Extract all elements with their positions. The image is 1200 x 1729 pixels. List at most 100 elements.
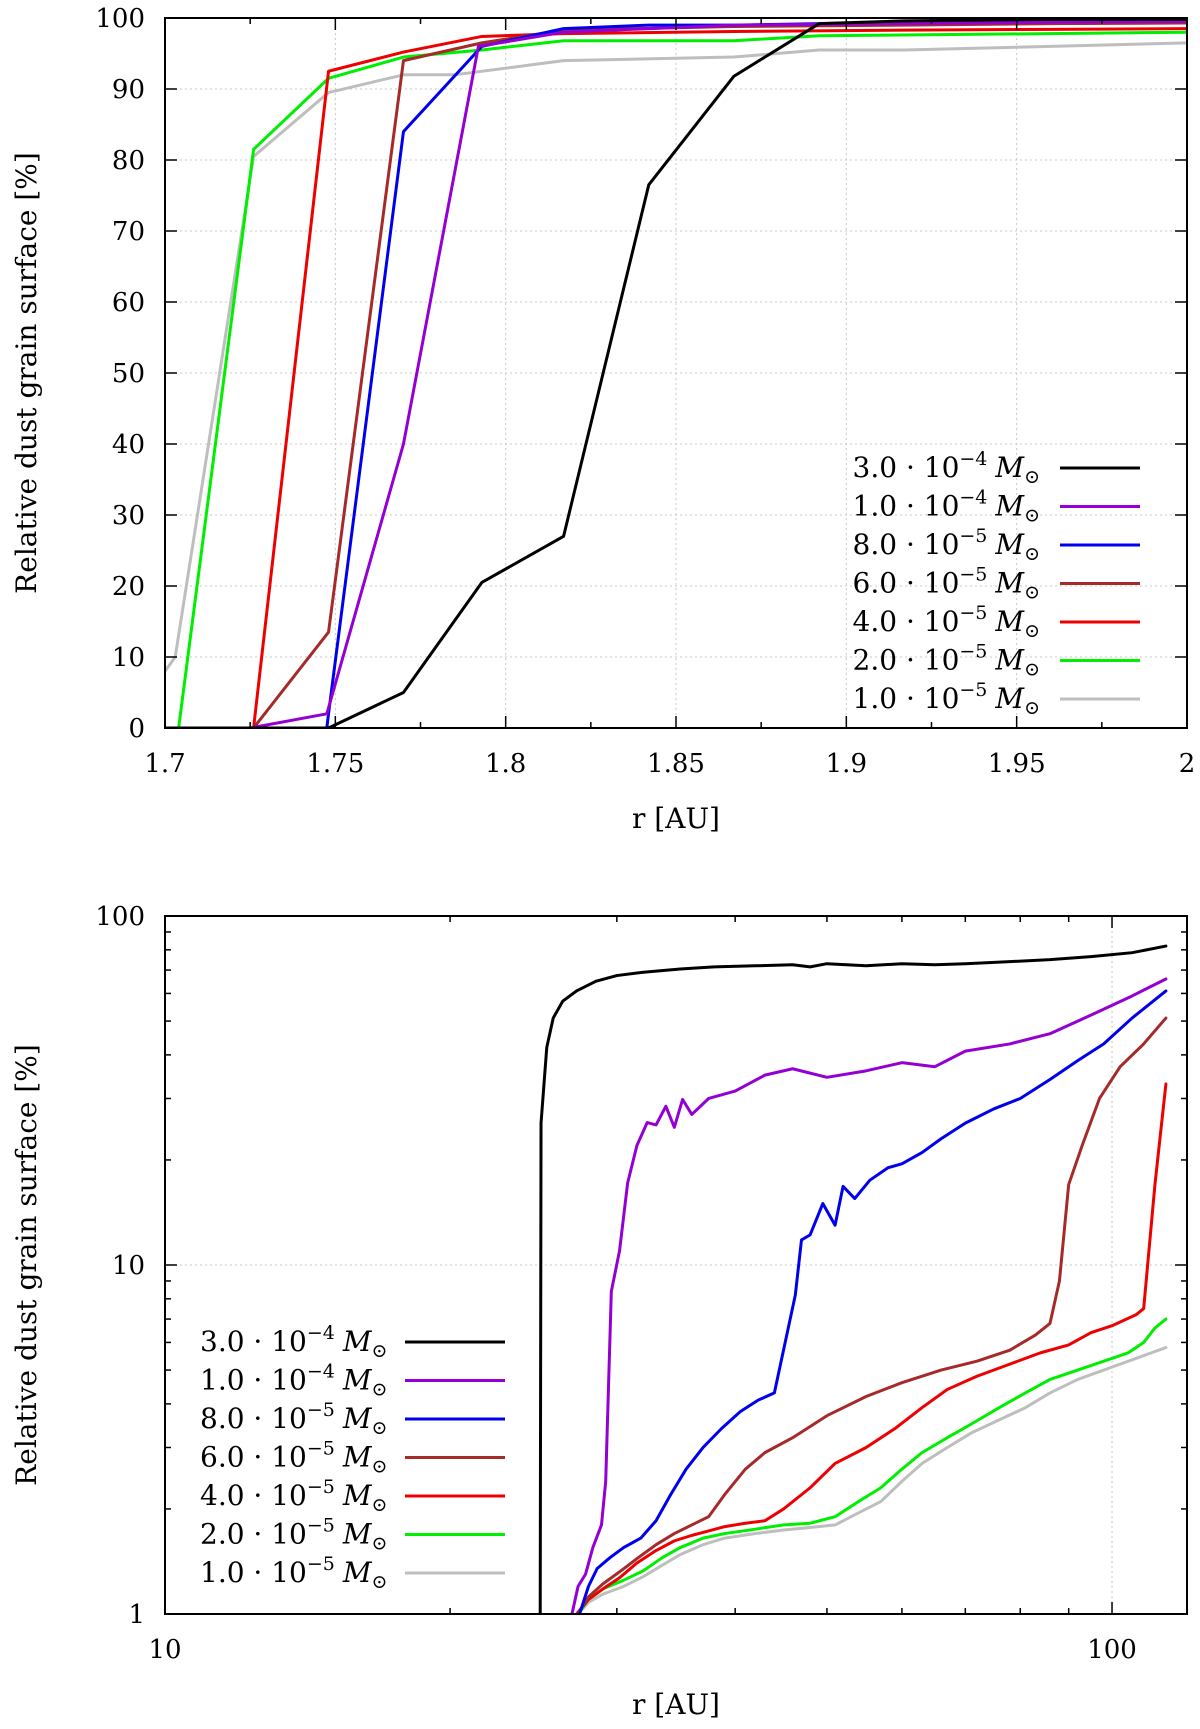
- bottom-grid: [164, 915, 1187, 1615]
- legend-label-exponent: −5: [959, 641, 987, 663]
- y-tick-label: 0: [128, 714, 145, 744]
- legend-label-base: 1.0 · 10: [200, 1556, 307, 1589]
- legend-label-base: 1.0 · 10: [853, 682, 960, 715]
- legend-label: 3.0 · 10−4 M⊙: [853, 448, 1040, 488]
- y-tick-label: 70: [112, 217, 145, 247]
- legend-item-s6: 2.0 · 10−5 M⊙: [200, 1515, 505, 1555]
- legend-item-s7: 1.0 · 10−5 M⊙: [853, 679, 1140, 719]
- legend-label-subscript: ⊙: [372, 1417, 388, 1439]
- legend-label-exponent: −4: [959, 448, 987, 470]
- bottom-series-line-s1: [538, 944, 1168, 1614]
- bottom-series-line-s3: [578, 989, 1168, 1614]
- y-tick-label: 50: [112, 359, 145, 389]
- legend-item-s2: 1.0 · 10−4 M⊙: [853, 487, 1140, 527]
- bottom-legend: 3.0 · 10−4 M⊙1.0 · 10−4 M⊙8.0 · 10−5 M⊙6.0 …: [200, 1322, 505, 1593]
- top-series-line-s1: [165, 18, 1187, 728]
- legend-item-s3: 8.0 · 10−5 M⊙: [853, 525, 1140, 565]
- y-tick-label: 1: [128, 1600, 145, 1630]
- legend-label-exponent: −5: [307, 1515, 335, 1537]
- top-series-line-s7: [165, 41, 1187, 673]
- legend-label-subscript: ⊙: [1024, 620, 1040, 642]
- bottom-series-line-s6: [576, 1317, 1168, 1614]
- legend-label-exponent: −5: [307, 1476, 335, 1498]
- y-tick-label: 90: [112, 75, 145, 105]
- legend-item-s4: 6.0 · 10−5 M⊙: [853, 564, 1140, 604]
- legend-label-base: 4.0 · 10: [853, 605, 960, 638]
- legend-label-base: 6.0 · 10: [200, 1441, 307, 1474]
- legend-label-exponent: −4: [307, 1361, 335, 1383]
- x-tick-label: 1.8: [485, 749, 526, 779]
- legend-label: 2.0 · 10−5 M⊙: [853, 641, 1040, 681]
- legend-label-base: 8.0 · 10: [853, 528, 960, 561]
- bottom-series-line-s4: [576, 1016, 1168, 1614]
- bottom-series-group: [538, 944, 1168, 1614]
- top-y-tick-labels: 0 10 20 30 40 50 60 70 80 90 100: [95, 4, 145, 744]
- y-tick-label: 80: [112, 146, 145, 176]
- top-ticks: [164, 17, 1188, 729]
- legend-label-unit: M: [342, 1325, 373, 1358]
- legend-label-base: 2.0 · 10: [853, 644, 960, 677]
- legend-label: 1.0 · 10−4 M⊙: [853, 487, 1040, 527]
- legend-item-s1: 3.0 · 10−4 M⊙: [200, 1322, 505, 1362]
- legend-label-exponent: −5: [307, 1438, 335, 1460]
- legend-label-base: 6.0 · 10: [853, 567, 960, 600]
- x-tick-label: 100: [1087, 1635, 1137, 1665]
- legend-label-exponent: −4: [959, 487, 987, 509]
- legend-label-unit: M: [342, 1556, 373, 1589]
- legend-label: 6.0 · 10−5 M⊙: [200, 1438, 387, 1478]
- legend-label-exponent: −5: [307, 1553, 335, 1575]
- bottom-y-tick-labels: 1 10 100: [95, 902, 145, 1630]
- legend-label-base: 1.0 · 10: [200, 1364, 307, 1397]
- legend-label: 4.0 · 10−5 M⊙: [853, 602, 1040, 642]
- top-x-tick-labels: 1.7 1.75 1.8 1.85 1.9 1.95 2: [144, 749, 1195, 779]
- legend-label: 8.0 · 10−5 M⊙: [853, 525, 1040, 565]
- bottom-x-tick-labels: 10 100: [148, 1635, 1136, 1665]
- y-tick-label: 100: [95, 902, 145, 932]
- legend-label-subscript: ⊙: [1024, 659, 1040, 681]
- legend-label-subscript: ⊙: [372, 1494, 388, 1516]
- legend-item-s7: 1.0 · 10−5 M⊙: [200, 1553, 505, 1593]
- bottom-y-axis-label: Relative dust grain surface [%]: [10, 1044, 43, 1486]
- y-tick-label: 100: [95, 4, 145, 34]
- legend-label-exponent: −5: [307, 1399, 335, 1421]
- bottom-ticks: [164, 915, 1187, 1615]
- x-tick-label: 1.95: [988, 749, 1046, 779]
- legend-label-unit: M: [994, 644, 1025, 677]
- legend-label-unit: M: [994, 605, 1025, 638]
- y-tick-label: 60: [112, 288, 145, 318]
- legend-label-unit: M: [994, 451, 1025, 484]
- legend-label-base: 2.0 · 10: [200, 1518, 307, 1551]
- x-tick-label: 1.75: [306, 749, 364, 779]
- legend-label-unit: M: [994, 528, 1025, 561]
- legend-label-unit: M: [994, 490, 1025, 523]
- legend-label-subscript: ⊙: [372, 1571, 388, 1593]
- legend-label-subscript: ⊙: [372, 1533, 388, 1555]
- legend-label: 4.0 · 10−5 M⊙: [200, 1476, 387, 1516]
- legend-label-base: 3.0 · 10: [200, 1325, 307, 1358]
- y-tick-label: 10: [112, 643, 145, 673]
- top-legend: 3.0 · 10−4 M⊙1.0 · 10−4 M⊙8.0 · 10−5 M⊙6.0 …: [853, 448, 1140, 719]
- legend-item-s5: 4.0 · 10−5 M⊙: [853, 602, 1140, 642]
- legend-label-unit: M: [342, 1479, 373, 1512]
- legend-label: 6.0 · 10−5 M⊙: [853, 564, 1040, 604]
- bottom-x-axis-label: r [AU]: [632, 1688, 720, 1721]
- legend-label: 8.0 · 10−5 M⊙: [200, 1399, 387, 1439]
- legend-label-subscript: ⊙: [1024, 466, 1040, 488]
- bottom-series-line-s7: [576, 1346, 1168, 1614]
- legend-label-subscript: ⊙: [1024, 582, 1040, 604]
- legend-item-s4: 6.0 · 10−5 M⊙: [200, 1438, 505, 1478]
- legend-label-subscript: ⊙: [372, 1379, 388, 1401]
- legend-label-unit: M: [994, 682, 1025, 715]
- x-tick-label: 10: [148, 1635, 181, 1665]
- top-series-line-s2: [165, 20, 1187, 728]
- x-tick-label: 1.85: [647, 749, 705, 779]
- bottom-series-line-s5: [575, 1082, 1168, 1614]
- legend-label: 3.0 · 10−4 M⊙: [200, 1322, 387, 1362]
- legend-label: 1.0 · 10−4 M⊙: [200, 1361, 387, 1401]
- y-tick-label: 30: [112, 501, 145, 531]
- legend-label-exponent: −5: [959, 679, 987, 701]
- x-tick-label: 1.7: [144, 749, 185, 779]
- legend-item-s6: 2.0 · 10−5 M⊙: [853, 641, 1140, 681]
